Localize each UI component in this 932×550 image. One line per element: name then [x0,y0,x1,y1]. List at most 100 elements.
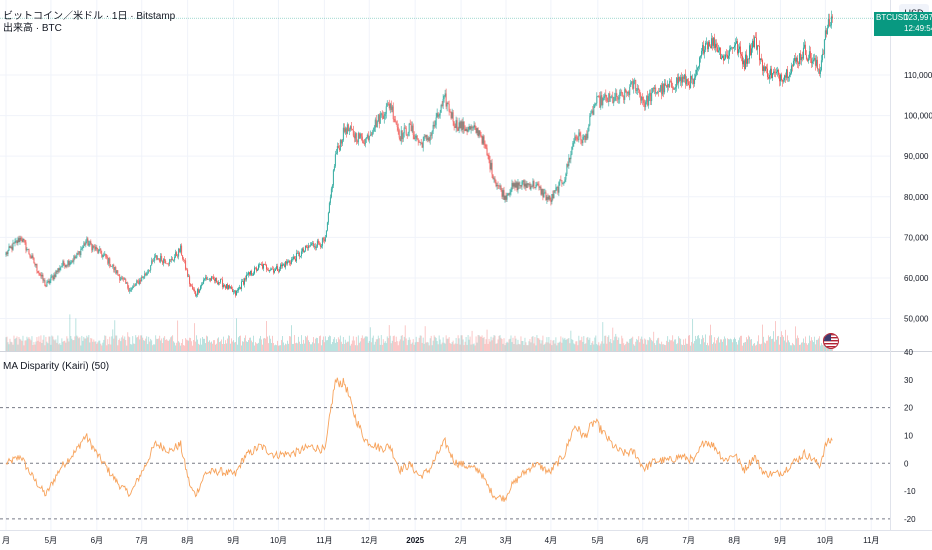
volume-bar [552,340,554,351]
volume-bar [609,341,611,351]
volume-bar [469,336,471,351]
volume-bar [40,335,42,351]
candle-body [545,192,547,201]
volume-bar [152,345,154,351]
candle [44,278,46,287]
candle [279,266,280,273]
candle-body [105,253,107,258]
candle-body [280,264,282,267]
volume-bar [311,342,313,351]
volume-bar [401,335,403,351]
candle [257,268,258,272]
volume-bar [100,343,102,351]
volume-bar [106,345,108,351]
candle [342,123,344,142]
candle-body [729,49,730,56]
volume-bar [155,335,157,351]
candle [55,269,57,278]
candle-body [106,257,108,258]
volume-bar [262,344,263,351]
candle-body [446,103,448,107]
candle-body [552,194,554,199]
candle [349,125,351,132]
candle [644,99,646,111]
candle-body [574,136,576,141]
candle [799,50,801,65]
volume-bar [658,337,660,351]
time-axis[interactable]: 月 5月 6月 7月 8月 9月 10月 11月 12月 2025 2月 3月 4月 5月 6月 7月 8月 9月… [2,536,879,545]
candle [779,73,781,86]
volume-bar [653,331,655,351]
candle-body [30,256,32,258]
volume-bar [95,341,97,351]
candle [38,270,40,276]
volume-bar [422,337,424,351]
candle-body [197,289,199,296]
volume-bar [353,340,355,351]
candle [768,73,769,80]
volume-bar [327,336,329,351]
candle [141,275,143,282]
candle-body [442,99,444,106]
candle [697,66,699,76]
candle [246,271,247,282]
candle [252,273,253,276]
candle [150,264,152,273]
candle [395,120,397,125]
candle-body [585,133,587,140]
candle [536,181,538,187]
candle-body [37,271,39,274]
volume-bar [738,340,739,351]
candle [23,238,25,243]
volume-bar [380,335,382,351]
volume-bar [652,341,654,351]
time-tick-label: 11月 [863,536,879,545]
volume-bar [74,336,76,351]
indicator-title[interactable]: MA Disparity (Kairi) (50) [3,361,110,372]
candle-body [553,190,555,199]
time-tick-label: 月 [2,536,10,545]
candle-body [11,246,13,250]
candle [575,134,577,141]
volume-bar [337,337,339,351]
candle [107,255,109,265]
volume-bar [676,344,678,351]
volume-bar [559,341,561,351]
candle [615,88,617,101]
candle-body [735,43,736,46]
candle-body [189,276,191,284]
us-flag-icon[interactable] [823,333,839,349]
candle [183,257,185,262]
candle-body [400,130,402,142]
candle-body [352,130,354,136]
volume-bar [276,345,277,351]
candle-body [124,279,126,280]
volume-bar [625,343,627,351]
candle [635,79,637,94]
candle-body [794,57,796,62]
volume-bar [464,341,466,351]
volume-bar [85,338,87,351]
candle [676,77,678,92]
price-axis[interactable]: 110,000100,00090,00080,00070,00060,00050… [904,71,932,324]
candle-body [257,269,258,271]
volume-bar [614,336,616,351]
volume-bar [715,343,716,351]
candle [828,13,830,27]
candle [57,268,59,275]
volume-bar [529,339,531,351]
candle-body [811,61,813,64]
candle [503,186,505,201]
candle-body [618,98,620,100]
candle-body [641,97,643,101]
volume-bar [630,338,632,351]
volume-bar [581,336,583,351]
candle-body [329,197,331,203]
candle-body [740,46,741,55]
candle [713,37,715,49]
volume-bar [746,337,747,351]
candle [47,279,49,283]
candle-body [473,125,475,128]
